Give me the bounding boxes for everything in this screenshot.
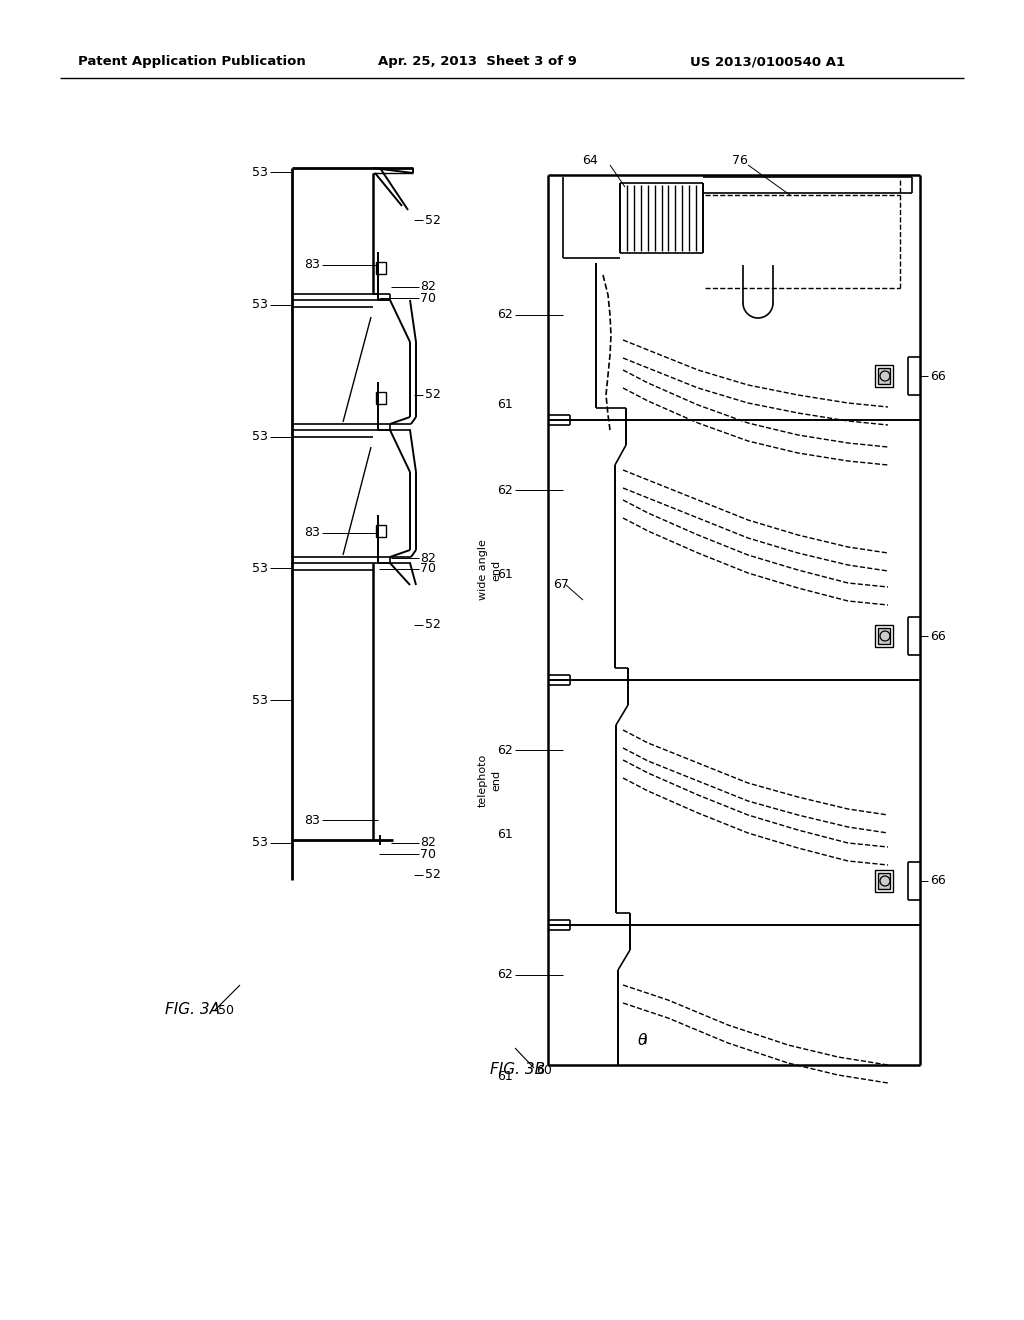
Text: 53: 53	[252, 430, 268, 444]
Bar	[874, 366, 893, 387]
Text: end: end	[490, 770, 501, 791]
Text: 50: 50	[218, 1003, 234, 1016]
Text: 53: 53	[252, 298, 268, 312]
Text: 66: 66	[930, 874, 946, 887]
Text: wide angle: wide angle	[478, 540, 488, 601]
Bar	[874, 870, 893, 892]
Text: 83: 83	[304, 259, 319, 272]
Text: 83: 83	[304, 527, 319, 540]
Text: 53: 53	[252, 561, 268, 574]
Text: 82: 82	[420, 281, 436, 293]
Bar	[878, 873, 890, 888]
Text: 62: 62	[498, 483, 513, 496]
Bar	[376, 392, 386, 404]
Text: 52: 52	[425, 388, 441, 401]
Text: 62: 62	[498, 743, 513, 756]
Text: FIG. 3A: FIG. 3A	[165, 1002, 220, 1018]
Text: 70: 70	[420, 847, 436, 861]
Text: 52: 52	[425, 214, 441, 227]
Text: 67: 67	[553, 578, 569, 591]
Text: FIG. 3B: FIG. 3B	[490, 1063, 545, 1077]
Text: Patent Application Publication: Patent Application Publication	[78, 55, 306, 69]
Text: 61: 61	[498, 829, 513, 842]
Text: 53: 53	[252, 693, 268, 706]
Text: 83: 83	[304, 813, 319, 826]
Text: end: end	[490, 560, 501, 581]
Bar	[376, 525, 386, 537]
Text: 52: 52	[425, 869, 441, 882]
Text: 62: 62	[498, 969, 513, 982]
Text: 60: 60	[536, 1064, 552, 1077]
Text: $\theta$: $\theta$	[638, 1032, 648, 1048]
Bar	[874, 624, 893, 647]
Text: 82: 82	[420, 552, 436, 565]
Text: 61: 61	[498, 569, 513, 582]
Text: 53: 53	[252, 837, 268, 850]
Text: 53: 53	[252, 165, 268, 178]
Bar	[878, 628, 890, 644]
Text: 62: 62	[498, 309, 513, 322]
Text: 70: 70	[420, 562, 436, 576]
Text: 61: 61	[498, 399, 513, 412]
Text: Apr. 25, 2013  Sheet 3 of 9: Apr. 25, 2013 Sheet 3 of 9	[378, 55, 577, 69]
Text: 82: 82	[420, 837, 436, 850]
Bar	[376, 261, 386, 275]
Bar	[878, 368, 890, 384]
Text: 66: 66	[930, 370, 946, 383]
Text: telephoto: telephoto	[478, 754, 488, 807]
Text: 70: 70	[420, 292, 436, 305]
Text: 76: 76	[732, 154, 748, 168]
Text: 52: 52	[425, 619, 441, 631]
Text: 61: 61	[498, 1071, 513, 1084]
Text: 66: 66	[930, 630, 946, 643]
Text: US 2013/0100540 A1: US 2013/0100540 A1	[690, 55, 845, 69]
Text: 64: 64	[582, 154, 598, 168]
